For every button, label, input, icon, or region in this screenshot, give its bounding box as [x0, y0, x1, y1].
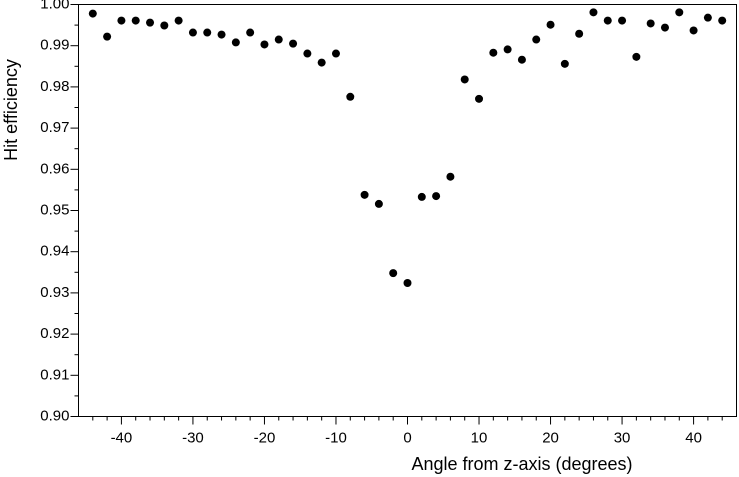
data-point: [546, 20, 555, 29]
y-tick-label: 0.93: [40, 284, 69, 301]
data-point: [246, 28, 255, 37]
x-tick-label: 10: [471, 429, 488, 446]
data-point: [532, 35, 541, 44]
y-tick-label: 0.91: [40, 366, 69, 383]
data-point: [389, 269, 398, 278]
x-axis-label: Angle from z-axis (degrees): [411, 454, 632, 474]
data-point: [403, 279, 412, 288]
x-tick-label: -30: [182, 429, 204, 446]
y-tick-label: 0.90: [40, 407, 69, 424]
data-point: [260, 40, 269, 49]
data-point: [131, 16, 140, 25]
data-point: [517, 55, 526, 64]
data-point: [146, 18, 155, 27]
data-point: [317, 58, 326, 67]
data-point: [289, 39, 298, 48]
data-point: [475, 94, 484, 103]
data-point: [560, 59, 569, 68]
data-point: [346, 92, 355, 101]
y-axis-label: Hit efficiency: [1, 59, 21, 161]
data-point: [503, 45, 512, 54]
x-tick-label: -10: [325, 429, 347, 446]
data-point: [703, 13, 712, 22]
data-point: [603, 16, 612, 25]
y-tick-label: 0.94: [40, 243, 69, 260]
data-point: [88, 9, 97, 18]
data-point: [174, 16, 183, 25]
data-point: [632, 52, 641, 61]
data-point: [460, 75, 469, 84]
data-point: [618, 16, 627, 25]
x-tick-label: 0: [403, 429, 411, 446]
data-point: [589, 8, 598, 17]
data-point: [274, 35, 283, 44]
plot-frame: [78, 4, 737, 417]
y-tick-label: 0.96: [40, 160, 69, 177]
y-tick-label: 0.98: [40, 78, 69, 95]
data-point: [188, 28, 197, 37]
data-point: [203, 28, 212, 37]
x-tick-label: 30: [614, 429, 631, 446]
data-point: [303, 49, 312, 58]
data-point: [432, 192, 441, 201]
data-point: [675, 8, 684, 17]
data-point: [417, 192, 426, 201]
x-tick-label: 40: [685, 429, 702, 446]
y-tick-label: 0.95: [40, 201, 69, 218]
data-point: [231, 38, 240, 47]
data-point: [103, 32, 112, 41]
data-point: [160, 21, 169, 30]
y-tick-label: 0.97: [40, 119, 69, 136]
x-tick-label: -20: [254, 429, 276, 446]
y-tick-label: 1.00: [40, 0, 69, 12]
x-tick-label: 20: [542, 429, 559, 446]
y-tick-label: 0.92: [40, 325, 69, 342]
data-point: [117, 16, 126, 25]
y-tick-label: 0.99: [40, 37, 69, 54]
data-point: [718, 16, 727, 25]
data-point: [689, 26, 698, 35]
data-point: [217, 30, 226, 39]
data-point: [374, 199, 383, 208]
data-point: [331, 49, 340, 58]
data-point: [660, 23, 669, 32]
data-point: [489, 48, 498, 57]
data-point: [446, 172, 455, 181]
data-point: [575, 29, 584, 38]
data-point: [646, 19, 655, 28]
x-tick-label: -40: [111, 429, 133, 446]
data-point: [360, 190, 369, 199]
